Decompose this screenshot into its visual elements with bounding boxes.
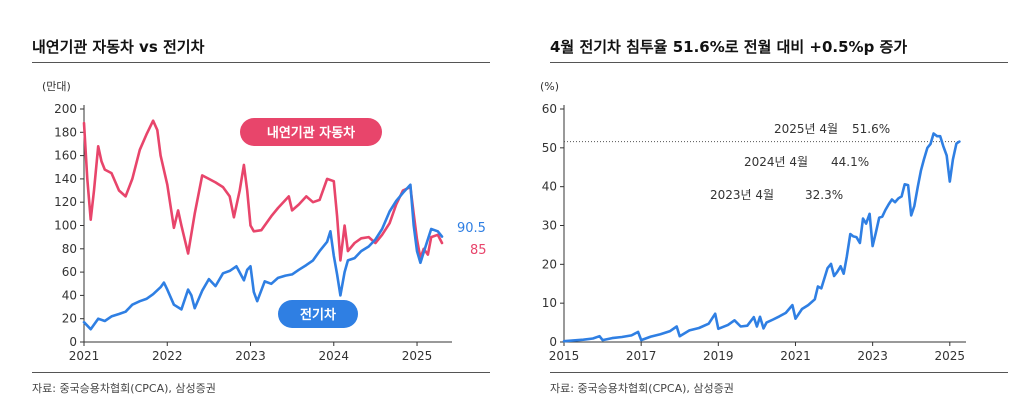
left-y-tick-label: 200	[54, 102, 77, 116]
left-y-tick-label: 100	[54, 219, 77, 233]
right-x-tick-label: 2023	[857, 349, 888, 363]
right-x-tick-label: 2019	[703, 349, 734, 363]
left-x-tick-label: 2022	[152, 349, 183, 363]
annotation-2024-value: 44.1%	[831, 155, 869, 169]
right-y-tick-label: 40	[542, 180, 557, 194]
annotation-2023-value: 32.3%	[805, 188, 843, 202]
ice-badge-label: 내연기관 자동차	[267, 125, 355, 141]
left-axes: 0 20 40 60 80 100 120 140 160 180 200 2021 2022 2023 2…	[54, 102, 452, 363]
right-y-tick-label: 30	[542, 219, 557, 233]
right-chart-title: 4월 전기차 침투율 51.6%로 전월 대비 +0.5%p 증가	[550, 38, 908, 56]
left-y-tick-label: 40	[62, 288, 77, 302]
left-chart-panel: 내연기관 자동차 vs 전기차 (만대) 0 20 40 60 80 100 120 140 1…	[0, 0, 500, 405]
left-y-tick-label: 60	[62, 265, 77, 279]
right-y-tick-label: 20	[542, 257, 557, 271]
right-axes: 0 10 20 30 40 50 60 2015 2017 2019 2021 2023 2025	[542, 102, 966, 363]
right-bottom-divider	[550, 372, 1008, 373]
left-x-tick-label: 2023	[235, 349, 266, 363]
left-y-tick-label: 160	[54, 149, 77, 163]
right-annotations: 2025년 4월 51.6% 2024년 4월 44.1% 2023년 4월 3…	[710, 122, 890, 202]
ev-badge-label: 전기차	[300, 307, 336, 323]
right-y-tick-label: 0	[549, 335, 557, 349]
right-source-note: 자료: 중국승용차협회(CPCA), 삼성증권	[550, 382, 734, 395]
left-title-divider	[32, 62, 490, 63]
ev-end-label: 90.5	[457, 221, 486, 236]
left-series-lines	[82, 119, 444, 331]
left-x-tick-label: 2021	[69, 349, 100, 363]
right-chart-panel: 4월 전기차 침투율 51.6%로 전월 대비 +0.5%p 증가 (%) 0 1…	[518, 0, 1018, 405]
ice-badge-background	[240, 118, 382, 146]
left-y-tick-label: 0	[69, 335, 77, 349]
left-series-line-2	[82, 183, 444, 331]
annotation-2025-value: 51.6%	[852, 122, 890, 136]
right-series-lines	[562, 132, 961, 343]
left-x-tick-label: 2025	[402, 349, 433, 363]
right-y-tick-label: 10	[542, 296, 557, 310]
ice-end-label: 85	[470, 243, 487, 258]
right-line-chart: (%) 0 10 20 30 40 50 60 2015 2017 2019 2021 2023 202…	[540, 80, 966, 363]
left-y-tick-label: 140	[54, 172, 77, 186]
left-y-tick-label: 20	[62, 312, 77, 326]
left-unit-label: (만대)	[42, 80, 71, 93]
right-title-divider	[550, 62, 1008, 63]
left-x-tick-label: 2024	[319, 349, 350, 363]
left-y-tick-label: 80	[62, 242, 77, 256]
right-unit-label: (%)	[540, 80, 559, 93]
left-source-note: 자료: 중국승용차협회(CPCA), 삼성증권	[32, 382, 216, 395]
right-y-tick-label: 60	[542, 102, 557, 116]
left-bottom-divider	[32, 372, 490, 373]
right-x-tick-label: 2025	[935, 349, 966, 363]
left-y-tick-label: 180	[54, 125, 77, 139]
annotation-2023-label: 2023년 4월	[710, 188, 774, 202]
annotation-2024-label: 2024년 4월	[744, 155, 808, 169]
annotation-2025-label: 2025년 4월	[774, 122, 838, 136]
ev-badge-background	[278, 300, 358, 328]
right-series-line-1	[562, 132, 961, 343]
left-series-line-1	[82, 119, 444, 262]
right-x-tick-label: 2017	[626, 349, 657, 363]
right-x-tick-label: 2021	[780, 349, 811, 363]
right-y-tick-label: 50	[542, 141, 557, 155]
right-x-tick-label: 2015	[549, 349, 580, 363]
left-line-chart: (만대) 0 20 40 60 80 100 120 140 160 180 200 2021 2022…	[42, 80, 487, 363]
left-series-badges: 내연기관 자동차 전기차	[240, 118, 382, 328]
left-chart-title: 내연기관 자동차 vs 전기차	[32, 38, 205, 56]
left-y-tick-label: 120	[54, 195, 77, 209]
